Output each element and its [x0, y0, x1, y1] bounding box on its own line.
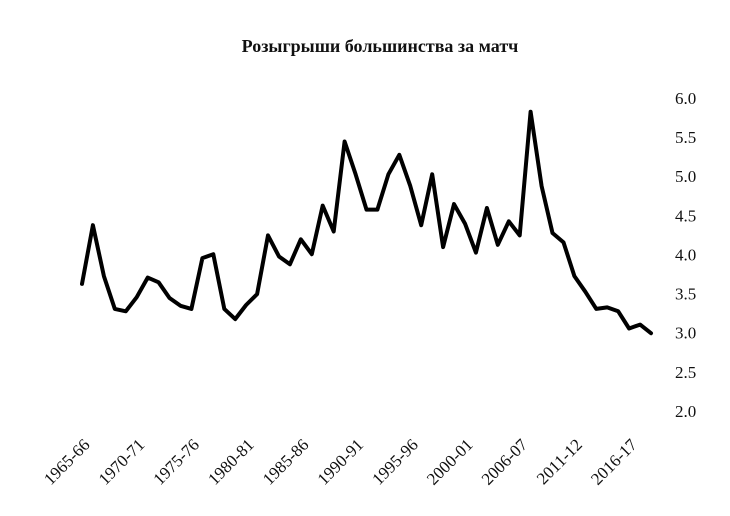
y-tick-label: 6.0	[675, 89, 696, 108]
y-tick-label: 4.0	[675, 245, 696, 264]
y-tick-label: 2.0	[675, 402, 696, 421]
y-tick-label: 5.0	[675, 167, 696, 186]
y-tick-label: 3.0	[675, 324, 696, 343]
y-tick-label: 2.5	[675, 363, 696, 382]
chart-title: Розыгрыши большинства за матч	[242, 36, 519, 56]
y-tick-label: 3.5	[675, 285, 696, 304]
y-tick-label: 4.5	[675, 206, 696, 225]
line	[80, 109, 653, 336]
y-tick-label: 5.5	[675, 128, 696, 147]
